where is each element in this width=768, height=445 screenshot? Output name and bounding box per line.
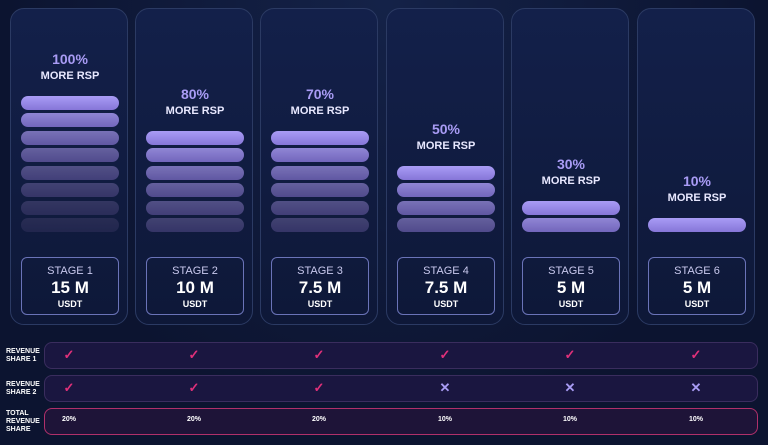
row-cell: ✓ [564,347,576,362]
table-row [44,375,758,402]
level-bar [648,218,746,232]
stage-name: STAGE 6 [674,265,720,277]
row-cell: 10% [562,416,577,423]
level-bar [21,148,119,162]
percent-label: 100% [52,50,88,67]
stage-amount: 7.5 M [298,278,342,297]
stage-card: 70% MORE RSP STAGE 3 7.5 M USDT [260,8,378,325]
stage-unit: USDT [558,299,584,309]
row-cell: ✕ [564,380,576,395]
stage-amount: 15 M [51,278,89,297]
stage-box: STAGE 3 7.5 M USDT [271,257,369,315]
stage-name: STAGE 2 [172,265,218,277]
percent-label: 50% [431,120,461,137]
level-bar [146,218,244,232]
row-cell: ✕ [439,380,451,395]
percent-label: 80% [180,85,210,102]
row-cell: ✓ [188,380,200,395]
more-label: MORE RSP [416,139,476,152]
level-bar [21,130,119,145]
row-label: REVENUE SHARE 1 [6,348,40,363]
row-cell: 20% [311,416,326,423]
more-label: MORE RSP [40,69,100,82]
row-cell: ✓ [313,380,325,395]
stage-unit: USDT [433,299,459,309]
row-label: TOTAL REVENUE SHARE [6,410,40,433]
more-label: MORE RSP [165,104,225,117]
more-label: MORE RSP [290,104,350,117]
level-bar [21,95,119,110]
stage-name: STAGE 4 [423,265,469,277]
stage-amount: 7.5 M [424,278,468,297]
level-bar [397,200,495,215]
row-cell: 10% [437,416,452,423]
row-cell: 20% [186,416,201,423]
row-cell: ✓ [188,347,200,362]
stage-box: STAGE 4 7.5 M USDT [397,257,495,315]
level-bar [522,218,620,232]
stage-unit: USDT [684,299,710,309]
level-bar [21,165,119,180]
level-bar [271,218,369,232]
stage-box: STAGE 1 15 M USDT [21,257,119,315]
level-bar [271,130,369,145]
stage-name: STAGE 1 [47,265,93,277]
level-bar [146,148,244,162]
more-label: MORE RSP [667,192,727,204]
level-bar [146,183,244,197]
stage-amount: 5 M [556,278,586,297]
level-bar [146,130,244,145]
table-row [44,342,758,369]
level-bar [146,165,244,180]
level-bar [522,200,620,215]
level-bar [271,200,369,215]
level-bar [271,148,369,162]
level-bar [271,165,369,180]
level-bar [21,113,119,127]
stage-unit: USDT [57,299,83,309]
level-bar [146,200,244,215]
row-cell: ✓ [63,347,75,362]
level-bar [21,218,119,232]
stage-name: STAGE 3 [297,265,343,277]
stage-card: 80% MORE RSP STAGE 2 10 M USDT [135,8,253,325]
level-bar [21,200,119,215]
stage-amount: 10 M [176,278,214,297]
stage-name: STAGE 5 [548,265,594,277]
percent-label: 30% [556,155,586,172]
stage-card: 50% MORE RSP STAGE 4 7.5 M USDT [386,8,504,325]
stage-amount: 5 M [682,278,712,297]
level-bar [397,165,495,180]
stage-unit: USDT [307,299,333,309]
row-cell: ✓ [313,347,325,362]
stage-box: STAGE 2 10 M USDT [146,257,244,315]
percent-label: 70% [305,85,335,102]
table-row [44,408,758,435]
row-cell: ✓ [690,347,702,362]
percent-label: 10% [682,173,712,189]
more-label: MORE RSP [541,174,601,187]
row-label: REVENUE SHARE 2 [6,381,40,396]
row-cell: ✓ [63,380,75,395]
level-bar [397,183,495,197]
level-bar [271,183,369,197]
row-cell: ✓ [439,347,451,362]
stage-card: 100% MORE RSP STAGE 1 15 M USDT [10,8,128,325]
row-cell: 10% [688,416,703,423]
row-cell: 20% [61,416,76,423]
stage-unit: USDT [182,299,208,309]
level-bar [397,218,495,232]
row-cell: ✕ [690,380,702,395]
level-bar [21,183,119,197]
